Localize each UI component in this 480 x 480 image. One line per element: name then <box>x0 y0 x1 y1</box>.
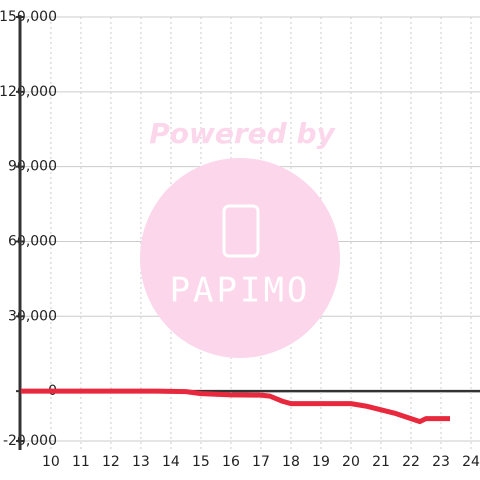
x-tick-label: 20 <box>342 454 360 470</box>
x-tick-label: 15 <box>192 454 210 470</box>
x-tick-label: 10 <box>42 454 60 470</box>
x-tick-label: 21 <box>372 454 390 470</box>
watermark-icon <box>222 204 260 258</box>
x-tick-label: 18 <box>282 454 300 470</box>
y-tick-label: 150,000 <box>0 9 57 25</box>
x-tick-label: 19 <box>312 454 330 470</box>
y-tick-label: -20,000 <box>3 433 57 449</box>
data-line <box>20 388 450 425</box>
x-tick-label: 14 <box>162 454 180 470</box>
x-tick-label: 24 <box>462 454 480 470</box>
x-tick-label: 22 <box>402 454 420 470</box>
x-tick-label: 13 <box>132 454 150 470</box>
x-tick-label: 23 <box>432 454 450 470</box>
y-tick-label: 60,000 <box>8 233 57 249</box>
x-tick-label: 16 <box>222 454 240 470</box>
y-tick-label: 30,000 <box>8 308 57 324</box>
watermark: Powered by PAPIMO <box>140 117 340 358</box>
watermark-title: Powered by <box>149 117 336 150</box>
x-tick-label: 17 <box>252 454 270 470</box>
y-tick-label: 120,000 <box>0 84 57 100</box>
watermark-circle <box>140 158 340 358</box>
y-tick-label: 90,000 <box>8 159 57 175</box>
watermark-brand: PAPIMO <box>170 271 311 311</box>
x-tick-label: 11 <box>72 454 90 470</box>
x-tick-label: 12 <box>102 454 120 470</box>
